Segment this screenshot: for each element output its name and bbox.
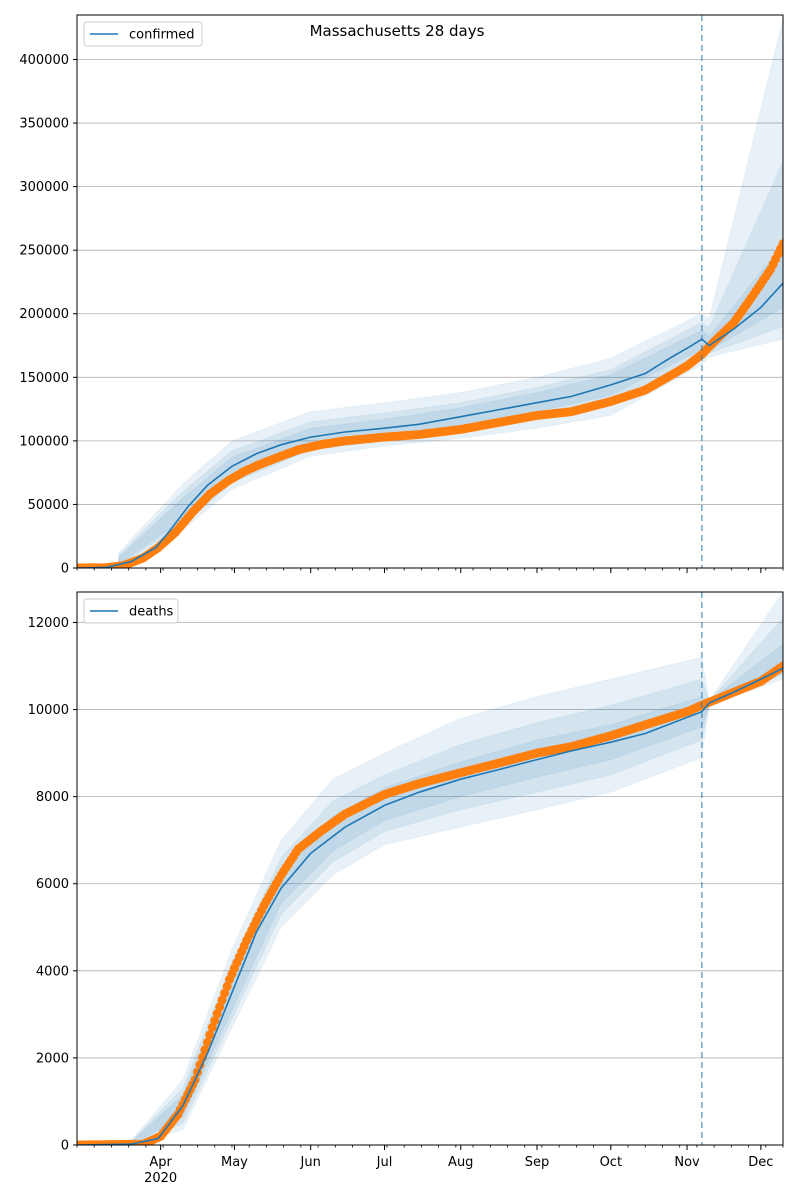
- observed-point: [217, 995, 227, 1005]
- ytick-label: 6000: [36, 877, 69, 892]
- plot-area: [77, 592, 783, 1145]
- xtick-label: Aug: [448, 1155, 473, 1170]
- ytick-label: 12000: [28, 616, 69, 631]
- observed-point: [222, 981, 232, 991]
- observed-point: [210, 1016, 220, 1026]
- xtick-label: Jul: [376, 1155, 393, 1170]
- observed-point: [200, 1045, 210, 1055]
- observed-series: [77, 661, 783, 1145]
- observed-point: [212, 1009, 222, 1019]
- ytick-label: 10000: [28, 703, 69, 718]
- xtick-label: Apr: [149, 1155, 172, 1170]
- ytick-label: 0: [61, 562, 69, 577]
- axes-frame: [76, 14, 784, 569]
- uncertainty-band-3: [130, 643, 783, 1145]
- observed-point: [220, 988, 230, 998]
- legend-label: deaths: [129, 605, 174, 620]
- plot-area: [77, 18, 783, 568]
- legend-box: [83, 21, 203, 47]
- ytick-label: 350000: [19, 117, 69, 132]
- ytick-label: 400000: [19, 53, 69, 68]
- observed-point: [205, 1030, 215, 1040]
- legend-box: [83, 598, 179, 624]
- xtick-label: Oct: [600, 1155, 622, 1170]
- ytick-label: 150000: [19, 371, 69, 386]
- observed-point: [202, 1037, 212, 1047]
- panel-1: 0 50000 100000 150000 200000 250000 300000 3500…: [19, 14, 784, 577]
- legend: deaths: [83, 598, 179, 624]
- uncertainty-band-2: [118, 160, 783, 567]
- ytick-label: 50000: [28, 498, 69, 513]
- chart-title: Massachusetts 28 days: [310, 22, 485, 40]
- xtick-label: Jun: [300, 1155, 321, 1170]
- axes-frame: [76, 591, 784, 1146]
- xtick-label: Nov: [674, 1155, 700, 1170]
- observed-point: [195, 1060, 205, 1070]
- series-line-deaths: [77, 667, 783, 1145]
- observed-point: [778, 239, 783, 249]
- uncertainty-band-1: [118, 18, 783, 568]
- xtick-label: Dec: [748, 1155, 773, 1170]
- observed-point: [207, 1022, 217, 1032]
- ytick-label: 100000: [19, 434, 69, 449]
- xtick-label: Sep: [525, 1155, 550, 1170]
- xtick-label: May: [221, 1155, 248, 1170]
- uncertainty-band-1: [130, 592, 783, 1145]
- legend: confirmed: [83, 21, 203, 47]
- ytick-label: 300000: [19, 180, 69, 195]
- observed-point: [215, 1002, 225, 1012]
- ytick-label: 200000: [19, 307, 69, 322]
- legend-label: confirmed: [129, 28, 195, 43]
- ytick-label: 0: [61, 1139, 69, 1154]
- observed-series: [77, 239, 783, 568]
- uncertainty-band-2: [130, 617, 783, 1145]
- panel-2: 0 2000 4000 6000 8000 10000 12000 deaths: [28, 591, 784, 1154]
- ytick-label: 4000: [36, 964, 69, 979]
- ytick-label: 2000: [36, 1051, 69, 1066]
- ytick-label: 8000: [36, 790, 69, 805]
- xtick-sublabel: 2020: [144, 1171, 177, 1186]
- series-line-confirmed: [77, 282, 783, 568]
- ytick-label: 250000: [19, 244, 69, 259]
